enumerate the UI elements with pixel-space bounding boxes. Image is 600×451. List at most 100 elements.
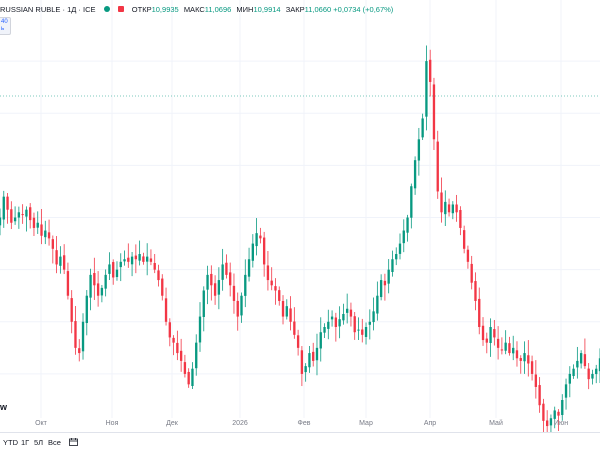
candle-body xyxy=(553,410,556,419)
candle-body xyxy=(549,418,553,426)
candle-body xyxy=(557,411,560,416)
candle-body xyxy=(266,265,270,281)
candle-body xyxy=(183,362,187,374)
candle-body xyxy=(504,342,507,351)
candle-body xyxy=(270,280,273,286)
candle-body xyxy=(436,141,439,192)
candle-body xyxy=(108,264,111,274)
candle-body xyxy=(191,368,194,386)
candle-body xyxy=(127,257,130,262)
candle-body xyxy=(74,321,77,348)
alert-icon[interactable] xyxy=(117,6,124,13)
candle-body xyxy=(346,308,349,313)
candle-body xyxy=(372,311,375,323)
x-tick-label: Дек xyxy=(166,420,179,427)
candle-body xyxy=(402,230,405,244)
candle-body xyxy=(104,274,107,289)
candle-body xyxy=(244,274,247,296)
candle-body xyxy=(338,319,341,327)
candle-body xyxy=(474,281,477,301)
calendar-icon[interactable] xyxy=(69,438,78,446)
candle-body xyxy=(598,358,600,372)
candle-body xyxy=(595,368,598,375)
low-value: 10,9914 xyxy=(253,5,281,14)
candle-body xyxy=(206,274,209,290)
open-label: ОТКР xyxy=(131,5,152,14)
candle-body xyxy=(395,254,398,260)
candle-body xyxy=(587,368,590,380)
candle-body xyxy=(47,232,51,239)
high-value: 11,0696 xyxy=(204,5,232,14)
timeframe-5y[interactable]: 5Л xyxy=(34,438,44,447)
candle-body xyxy=(481,325,485,341)
candle-body xyxy=(157,270,160,281)
candle-body xyxy=(523,353,526,362)
candle-body xyxy=(62,255,66,270)
candle-body xyxy=(361,329,364,335)
candle-body xyxy=(240,295,243,316)
candle-body xyxy=(576,360,579,368)
candle-body xyxy=(376,295,379,314)
candle-body xyxy=(383,280,387,286)
chart-canvas[interactable]: Окт Ноя Дек 2026 Фев Мар Апр Май Июн xyxy=(0,0,600,432)
badge-line-2: ь xyxy=(1,26,5,32)
candle-body xyxy=(308,353,311,368)
candles xyxy=(0,45,600,432)
x-tick-label: Мар xyxy=(359,420,373,427)
candle-body xyxy=(115,269,119,278)
candle-body xyxy=(21,214,24,216)
candle-body xyxy=(319,332,322,349)
timeframe-ytd[interactable]: YTD xyxy=(3,438,18,447)
candle-body xyxy=(440,192,443,213)
low-label: МИН xyxy=(236,5,254,14)
candle-body xyxy=(172,337,175,343)
candle-body xyxy=(81,321,85,352)
candle-body xyxy=(176,342,179,354)
indicator-badge[interactable]: 40 ь xyxy=(0,17,11,35)
candle-body xyxy=(130,256,134,265)
x-tick-label: 2026 xyxy=(232,420,248,427)
open-value: 10,9935 xyxy=(151,5,179,14)
candle-body xyxy=(2,196,5,220)
candle-body xyxy=(334,317,338,328)
candle-body xyxy=(591,373,594,379)
candle-body xyxy=(451,204,454,214)
candle-body xyxy=(542,403,545,421)
candle-body xyxy=(421,118,424,138)
candle-body xyxy=(10,209,13,223)
candle-body xyxy=(85,295,88,324)
candle-body xyxy=(410,186,413,218)
candle-body xyxy=(296,335,300,348)
timeframe-all[interactable]: Все xyxy=(48,438,61,447)
candle-body xyxy=(349,309,353,317)
tradingview-watermark[interactable]: w xyxy=(0,402,8,412)
candle-body xyxy=(32,217,36,228)
candle-body xyxy=(142,256,145,262)
candle-body xyxy=(100,287,104,296)
candle-body xyxy=(198,316,202,343)
candle-body xyxy=(538,385,541,406)
candle-body xyxy=(119,261,122,268)
candle-body xyxy=(462,230,466,249)
high-label: МАКС xyxy=(183,5,205,14)
candle-body xyxy=(259,235,262,239)
candle-body xyxy=(262,237,266,265)
candle-body xyxy=(29,207,32,221)
candle-body xyxy=(112,262,115,278)
candle-body xyxy=(93,273,96,286)
candle-body xyxy=(466,249,470,262)
candle-body xyxy=(51,239,54,249)
candle-body xyxy=(300,350,304,374)
candle-body xyxy=(251,243,254,261)
market-status-icon xyxy=(103,6,110,13)
candle-body xyxy=(417,139,421,161)
timeframe-1y[interactable]: 1Г xyxy=(21,438,30,447)
candle-body xyxy=(353,316,356,333)
candle-body xyxy=(357,329,360,331)
candle-body xyxy=(455,204,458,213)
candle-body xyxy=(278,290,281,301)
candle-body xyxy=(6,196,9,210)
x-tick-label: Июн xyxy=(554,420,568,427)
symbol-title[interactable]: RUSSIAN RUBLE · 1Д · ICE xyxy=(0,5,96,14)
